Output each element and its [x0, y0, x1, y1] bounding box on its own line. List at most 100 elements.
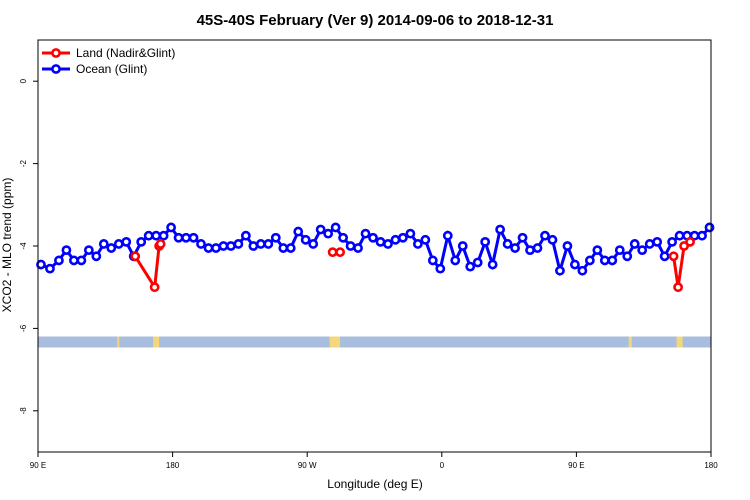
data-point	[270, 232, 281, 243]
data-point	[562, 241, 573, 251]
data-point	[136, 236, 147, 247]
data-point	[502, 239, 513, 249]
data-point	[151, 230, 162, 241]
data-point	[233, 239, 244, 249]
data-point	[91, 251, 102, 262]
data-point	[383, 239, 393, 249]
data-point	[668, 251, 679, 262]
data-point	[300, 234, 311, 245]
data-point	[76, 255, 87, 266]
data-point	[577, 265, 588, 276]
legend: Land (Nadir&Glint) Ocean (Glint)	[42, 46, 175, 76]
land-patch	[153, 336, 160, 348]
data-point	[457, 241, 468, 251]
data-point	[450, 255, 461, 266]
data-point	[130, 251, 141, 262]
data-point	[480, 236, 491, 247]
data-point	[226, 241, 236, 251]
data-point	[54, 255, 64, 266]
data-point	[83, 245, 94, 256]
ocean-band	[38, 336, 711, 348]
x-tick-label: 90 E	[30, 461, 46, 470]
data-point	[465, 261, 476, 272]
data-point	[495, 224, 506, 235]
data-point	[263, 239, 274, 249]
data-point	[547, 234, 558, 245]
data-point	[673, 282, 683, 293]
data-point	[629, 239, 640, 249]
data-point	[584, 255, 595, 266]
data-point	[592, 245, 603, 256]
data-point	[278, 243, 289, 253]
data-point	[98, 239, 109, 249]
data-point	[599, 255, 610, 266]
data-point	[614, 245, 625, 256]
land-ocean-strip	[38, 336, 711, 348]
data-point	[622, 251, 633, 262]
data-point	[315, 224, 326, 235]
data-point	[166, 222, 177, 233]
data-point	[308, 239, 319, 249]
data-point	[368, 232, 378, 243]
data-point	[255, 239, 266, 249]
data-point	[525, 245, 535, 256]
series-land	[130, 236, 695, 293]
data-point	[335, 247, 346, 258]
data-point	[149, 282, 160, 293]
data-point	[637, 245, 648, 256]
data-point	[667, 236, 678, 247]
data-point	[555, 265, 565, 276]
y-tick-label: 0	[19, 78, 28, 83]
data-point	[510, 243, 520, 253]
data-point	[540, 230, 550, 241]
data-point	[158, 230, 169, 241]
y-tick-label: -4	[19, 242, 28, 250]
data-point	[68, 255, 79, 266]
data-point	[45, 263, 55, 274]
data-point	[674, 230, 685, 241]
y-tick-label: -2	[19, 159, 28, 167]
data-point	[659, 251, 670, 262]
data-point	[285, 243, 296, 253]
data-point	[412, 239, 423, 249]
data-point	[155, 239, 166, 249]
land-patch	[676, 336, 683, 348]
data-point	[248, 241, 259, 251]
data-point	[345, 241, 356, 251]
data-point	[398, 232, 408, 243]
data-point	[143, 230, 154, 241]
x-tick-label: 90 E	[568, 461, 584, 470]
data-point	[61, 245, 72, 256]
data-point	[36, 259, 46, 270]
data-point	[323, 228, 334, 239]
data-point	[196, 239, 206, 249]
x-axis-label: Longitude (deg E)	[327, 477, 422, 491]
legend-item: Ocean (Glint)	[42, 62, 147, 76]
data-point	[211, 243, 221, 253]
data-point	[652, 236, 663, 247]
data-point	[435, 263, 446, 274]
data-point	[338, 232, 348, 243]
data-point	[106, 243, 117, 253]
data-point	[405, 228, 416, 239]
data-point	[203, 243, 214, 253]
data-point	[360, 228, 371, 239]
chart-title: 45S-40S February (Ver 9) 2014-09-06 to 2…	[197, 12, 554, 29]
data-point	[442, 230, 453, 241]
data-point	[330, 222, 341, 233]
data-point	[390, 234, 401, 245]
legend-label: Land (Nadir&Glint)	[76, 46, 175, 60]
data-point	[327, 247, 338, 258]
data-point	[188, 232, 199, 243]
y-tick-label: -6	[19, 324, 28, 332]
data-point	[704, 222, 715, 233]
legend-item: Land (Nadir&Glint)	[42, 46, 175, 60]
x-axis: 90 E 180 90 W 0 90 E 180	[30, 452, 718, 470]
y-axis: 0 -2 -4 -6 -8	[19, 78, 38, 414]
series-line	[133, 245, 161, 292]
legend-swatch-marker	[51, 64, 61, 74]
land-patch	[117, 336, 120, 348]
data-point	[532, 243, 543, 253]
data-point	[353, 243, 363, 253]
